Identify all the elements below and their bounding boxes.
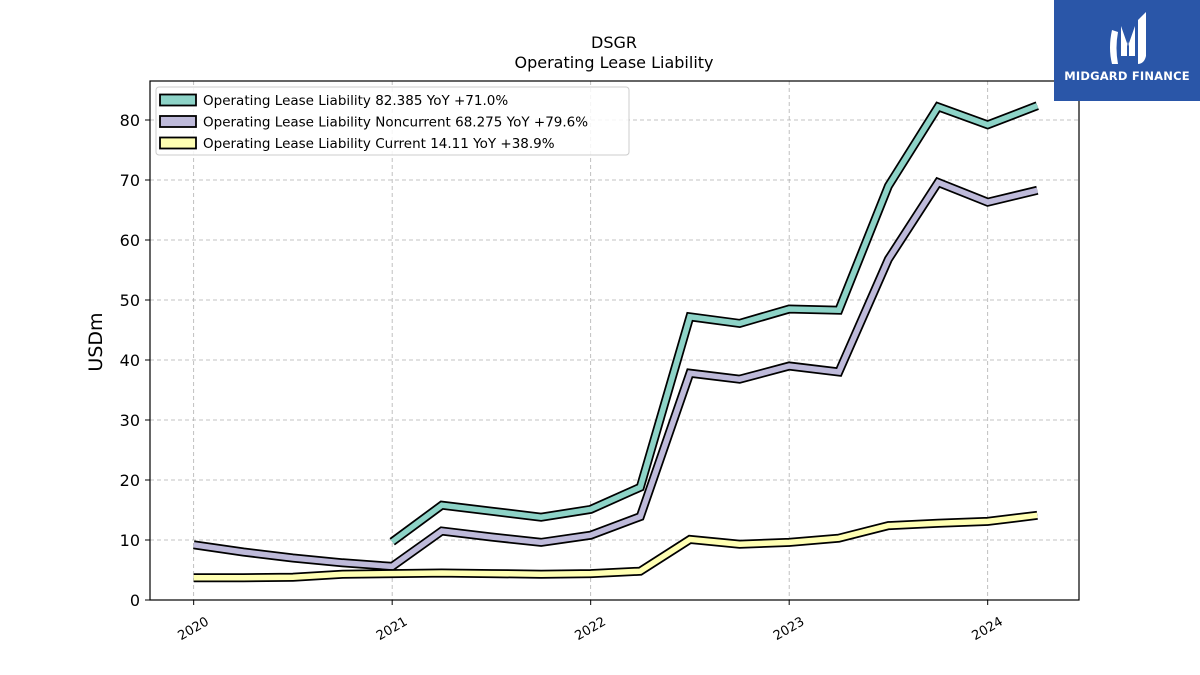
y-tick-label: 20	[120, 471, 140, 490]
x-axis-ticks: 2020 2021 2022 2023 2024	[176, 600, 1006, 644]
series-outline-0	[389, 101, 1039, 546]
series-line-2	[193, 512, 1038, 581]
chart-title: DSGR	[591, 33, 637, 52]
legend-label-0: Operating Lease Liability 82.385 YoY +71…	[203, 93, 508, 109]
series-line-1	[193, 179, 1038, 570]
y-tick-label: 70	[120, 171, 140, 190]
midgard-logo-icon	[1110, 12, 1146, 64]
legend-swatch-1	[159, 115, 197, 128]
legend: Operating Lease Liability 82.385 YoY +71…	[155, 86, 630, 156]
y-axis-ticks: 0 10 20 30 40 50 60 70 80	[120, 111, 150, 610]
legend-box	[155, 86, 630, 156]
y-tick-label: 10	[120, 531, 140, 550]
plot-frame	[149, 80, 1080, 601]
x-tick-label: 2022	[573, 614, 609, 644]
legend-swatch-0	[159, 93, 197, 107]
series-lines	[193, 101, 1039, 583]
y-tick-label: 60	[120, 231, 140, 250]
legend-label-2: Operating Lease Liability Current 14.11 …	[203, 136, 555, 152]
chart-subtitle: Operating Lease Liability	[514, 53, 713, 72]
x-tick-label: 2020	[176, 614, 212, 644]
series-line-0	[390, 103, 1039, 545]
legend-label-1: Operating Lease Liability Noncurrent 68.…	[203, 115, 588, 131]
x-tick-label: 2023	[771, 614, 807, 644]
x-tick-label: 2021	[374, 614, 410, 644]
x-tick-label: 2024	[970, 614, 1006, 644]
legend-swatch-2	[159, 136, 197, 150]
brand-logo: MIDGARD FINANCE	[1054, 0, 1200, 101]
y-tick-label: 40	[120, 351, 140, 370]
y-tick-label: 50	[120, 291, 140, 310]
y-axis-label: USDm	[85, 312, 107, 371]
brand-name: MIDGARD FINANCE	[1064, 69, 1190, 83]
y-tick-label: 80	[120, 111, 140, 130]
y-tick-label: 30	[120, 411, 140, 430]
y-tick-label: 0	[130, 591, 140, 610]
